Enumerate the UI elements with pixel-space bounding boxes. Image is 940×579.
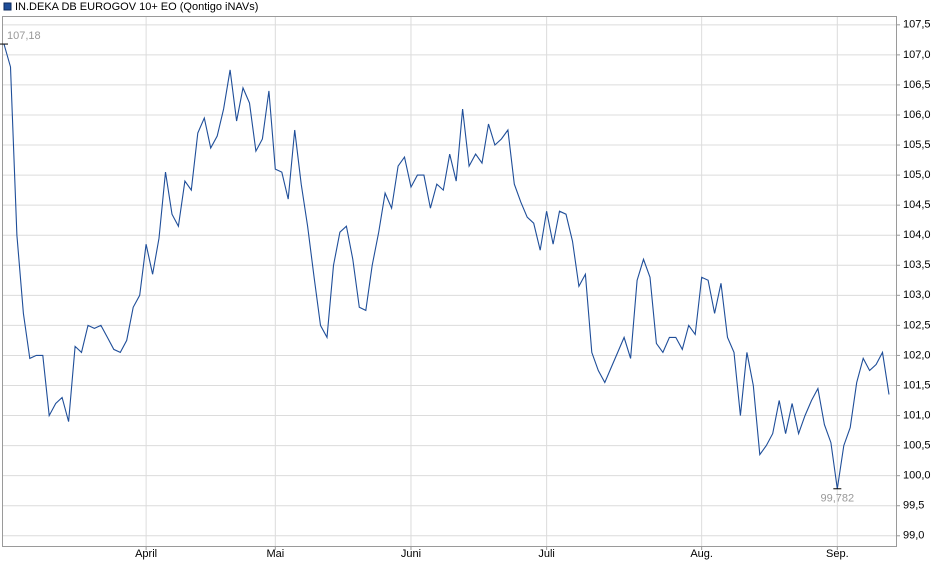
x-tick-label: Aug. [690,548,713,560]
y-tick-label: 105,5 [903,139,931,151]
line-series [3,43,890,489]
x-tick-label: Juni [401,548,421,560]
y-tick-label: 99,0 [903,530,924,542]
y-tick-label: 101,5 [903,379,931,391]
y-tick-label: 107,0 [903,49,931,61]
x-tick-label: Juli [538,548,555,560]
y-tick-label: 106,5 [903,79,931,91]
x-tick-label: Mai [266,548,284,560]
plot-frame [2,16,897,547]
y-tick-label: 103,0 [903,289,931,301]
x-tick-label: April [135,548,157,560]
y-tick-label: 99,5 [903,500,924,512]
y-tick-label: 102,0 [903,349,931,361]
y-tick-label: 100,0 [903,470,931,482]
annotation-label: 107,18 [7,30,41,42]
y-tick-label: 101,0 [903,409,931,421]
y-tick-label: 100,5 [903,440,931,452]
annotation-label: 99,782 [820,493,854,505]
y-tick-label: 102,5 [903,319,931,331]
y-tick-label: 106,0 [903,109,931,121]
y-tick-label: 107,5 [903,19,931,31]
y-tick-label: 104,5 [903,199,931,211]
y-tick-label: 104,0 [903,229,931,241]
x-tick-label: Sep. [826,548,849,560]
y-tick-label: 103,5 [903,259,931,271]
legend-swatch [3,2,12,11]
chart-title: IN.DEKA DB EUROGOV 10+ EO (Qontigo iNAVs… [15,1,258,13]
y-tick-label: 105,0 [903,169,931,181]
